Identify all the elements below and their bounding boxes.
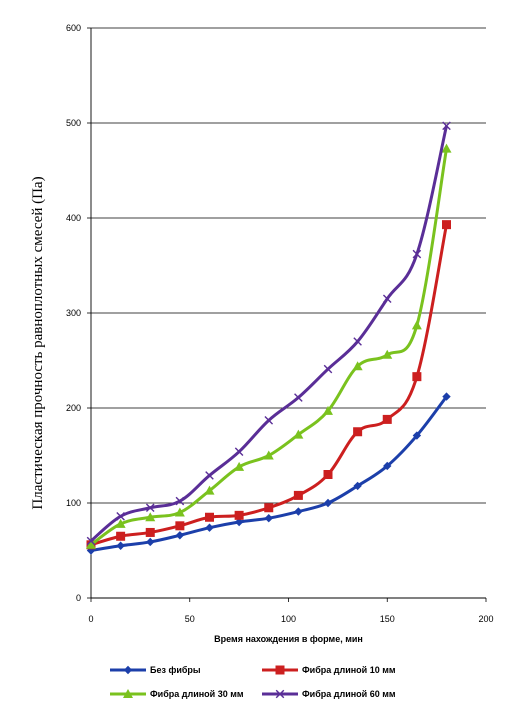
grid-lines: [91, 27, 486, 504]
data-point: [382, 349, 393, 359]
y-tick-label: 500: [66, 118, 81, 128]
x-tick-label: 50: [185, 614, 195, 624]
y-tick-label: 100: [66, 498, 81, 508]
data-point: [234, 510, 244, 520]
data-point: [383, 461, 392, 471]
data-point: [174, 507, 185, 517]
data-point: [353, 427, 363, 437]
legend-label: Без фибры: [150, 665, 201, 675]
data-point: [353, 481, 362, 491]
data-point: [264, 503, 274, 513]
series-3: [86, 143, 452, 549]
x-tick-label: 0: [88, 614, 93, 624]
data-point: [323, 470, 333, 479]
data-point: [353, 337, 362, 346]
legend-label: Фибра длиной 10 мм: [302, 665, 396, 675]
legend-label: Фибра длиной 60 мм: [302, 689, 396, 699]
data-point: [412, 431, 422, 440]
data-point: [116, 541, 125, 550]
legend: Без фибры Фибра длиной 10 мм Фибра длиной …: [110, 665, 396, 699]
y-tick-label: 0: [76, 593, 81, 603]
data-point: [294, 393, 303, 402]
series-1: [86, 392, 451, 555]
data-point: [205, 471, 214, 480]
data-point: [115, 518, 126, 528]
series-2: [86, 220, 451, 550]
data-point: [411, 320, 422, 330]
data-point: [263, 450, 274, 460]
data-point: [205, 512, 214, 522]
series-4: [86, 121, 451, 546]
data-point: [145, 512, 156, 522]
y-tick-label: 600: [66, 23, 81, 33]
legend-item: Без фибры: [110, 665, 201, 675]
data-point: [293, 429, 304, 439]
legend-marker: [123, 689, 133, 698]
data-point: [382, 294, 392, 304]
data-point: [352, 361, 363, 371]
data-point: [294, 507, 303, 516]
legend-marker: [123, 665, 133, 675]
data-point: [264, 514, 273, 523]
data-point: [323, 364, 333, 374]
x-tick-label: 100: [281, 614, 296, 624]
series-line: [90, 125, 448, 543]
data-point: [442, 392, 451, 401]
legend-item: Фибра длиной 30 мм: [110, 689, 244, 699]
y-tick-label: 200: [66, 403, 81, 413]
data-point: [293, 490, 303, 500]
data-point: [441, 143, 452, 153]
y-tick-label: 400: [66, 213, 81, 223]
series-line: [90, 148, 448, 547]
axes: [87, 27, 487, 602]
data-point: [412, 249, 422, 259]
data-point: [234, 447, 244, 456]
data-point: [323, 498, 333, 508]
y-axis-label: Пластическая прочность равноплотных смес…: [30, 176, 46, 509]
data-point: [116, 531, 126, 541]
data-point: [145, 527, 155, 537]
data-point: [146, 537, 155, 547]
data-point: [204, 485, 215, 495]
data-point: [442, 220, 451, 230]
x-tick-label: 150: [380, 614, 395, 624]
data-series: [86, 121, 452, 555]
data-point: [234, 517, 244, 527]
y-tick-label: 300: [66, 308, 81, 318]
legend-item: Фибра длиной 10 мм: [262, 665, 396, 675]
data-point: [412, 372, 422, 382]
data-point: [175, 531, 185, 540]
x-axis-label: Время нахождения в форме, мин: [214, 634, 363, 644]
data-point: [86, 539, 96, 549]
data-point: [175, 496, 185, 506]
data-point: [442, 121, 451, 131]
legend-marker: [275, 665, 285, 675]
x-tick-labels: 0 50 100 150 200: [88, 614, 493, 624]
data-point: [323, 405, 333, 415]
data-point: [145, 503, 155, 513]
x-tick-label: 200: [478, 614, 493, 624]
data-point: [234, 461, 245, 471]
legend-label: Фибра длиной 30 мм: [150, 689, 244, 699]
series-line: [90, 224, 448, 547]
data-point: [175, 521, 185, 531]
data-point: [86, 536, 96, 546]
y-tick-labels: 0 100 200 300 400 500 600: [66, 23, 81, 603]
data-point: [382, 414, 392, 424]
data-point: [205, 523, 214, 532]
legend-marker: [275, 689, 285, 699]
legend-item: Фибра длиной 60 мм: [262, 689, 396, 699]
data-point: [116, 512, 125, 521]
data-point: [264, 416, 274, 425]
